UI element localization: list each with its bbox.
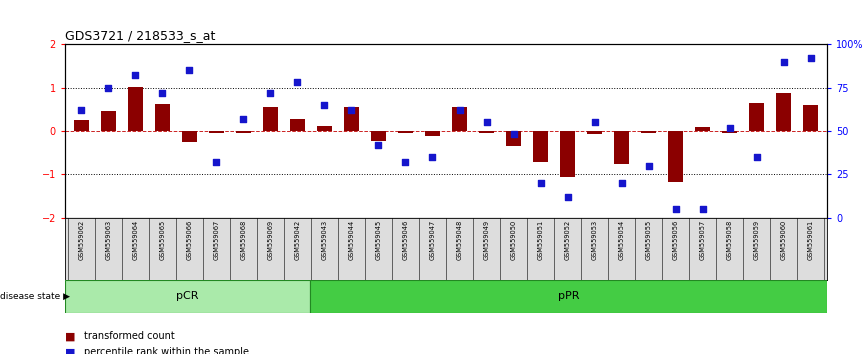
Bar xyxy=(722,131,737,133)
Text: GSM559057: GSM559057 xyxy=(700,219,706,260)
Text: GSM559068: GSM559068 xyxy=(240,219,246,260)
Bar xyxy=(398,131,413,133)
Point xyxy=(777,59,791,64)
Point xyxy=(588,120,602,125)
Text: GDS3721 / 218533_s_at: GDS3721 / 218533_s_at xyxy=(65,29,216,42)
Point xyxy=(183,67,197,73)
Text: GSM559058: GSM559058 xyxy=(727,219,733,260)
Point xyxy=(128,73,142,78)
Text: GSM559045: GSM559045 xyxy=(376,219,381,260)
Point xyxy=(210,159,223,165)
Point xyxy=(74,107,88,113)
Point xyxy=(669,206,682,212)
Bar xyxy=(263,107,278,131)
Bar xyxy=(317,126,332,131)
Point xyxy=(236,116,250,122)
Text: pPR: pPR xyxy=(558,291,579,302)
Point xyxy=(345,107,359,113)
Bar xyxy=(479,131,494,133)
Point xyxy=(750,154,764,160)
Text: GSM559055: GSM559055 xyxy=(646,219,652,260)
Text: GSM559069: GSM559069 xyxy=(268,219,274,260)
Text: pCR: pCR xyxy=(176,291,198,302)
Text: GSM559046: GSM559046 xyxy=(403,219,409,260)
Bar xyxy=(749,103,764,131)
Bar xyxy=(533,131,548,162)
Bar xyxy=(371,131,386,141)
Bar xyxy=(641,131,656,133)
Text: ■: ■ xyxy=(65,331,79,341)
Point xyxy=(560,194,574,200)
Point xyxy=(695,206,709,212)
Point xyxy=(372,142,385,148)
Text: GSM559052: GSM559052 xyxy=(565,219,571,260)
Text: GSM559056: GSM559056 xyxy=(673,219,679,260)
Point xyxy=(398,159,412,165)
Text: GSM559060: GSM559060 xyxy=(781,219,787,260)
Point xyxy=(723,125,737,130)
Bar xyxy=(344,107,359,131)
Point xyxy=(453,107,467,113)
Text: GSM559043: GSM559043 xyxy=(321,219,327,260)
Text: GSM559054: GSM559054 xyxy=(618,219,624,260)
Point xyxy=(318,102,332,108)
Text: GSM559063: GSM559063 xyxy=(105,219,111,260)
Text: GSM559066: GSM559066 xyxy=(186,219,192,260)
Bar xyxy=(587,131,602,135)
Text: disease state ▶: disease state ▶ xyxy=(0,292,70,301)
Bar xyxy=(155,104,170,131)
Text: GSM559059: GSM559059 xyxy=(753,219,759,260)
Text: GSM559065: GSM559065 xyxy=(159,219,165,260)
Text: GSM559044: GSM559044 xyxy=(348,219,354,260)
Bar xyxy=(100,112,116,131)
Bar xyxy=(209,131,223,133)
Bar xyxy=(425,131,440,136)
Bar xyxy=(669,131,683,182)
Bar xyxy=(506,131,521,146)
Bar xyxy=(310,280,827,313)
Bar xyxy=(65,280,310,313)
Point xyxy=(480,120,494,125)
Text: GSM559048: GSM559048 xyxy=(456,219,462,260)
Bar xyxy=(614,131,629,164)
Point xyxy=(642,163,656,169)
Text: GSM559042: GSM559042 xyxy=(294,219,301,260)
Point xyxy=(155,90,169,96)
Text: percentile rank within the sample: percentile rank within the sample xyxy=(84,347,249,354)
Text: GSM559061: GSM559061 xyxy=(808,219,814,260)
Bar xyxy=(236,131,251,133)
Bar xyxy=(776,93,792,131)
Text: GSM559047: GSM559047 xyxy=(430,219,436,260)
Bar xyxy=(695,127,710,131)
Bar xyxy=(128,87,143,131)
Text: GSM559062: GSM559062 xyxy=(78,219,84,260)
Bar xyxy=(452,107,467,131)
Point xyxy=(263,90,277,96)
Bar xyxy=(290,119,305,131)
Bar xyxy=(182,131,197,142)
Bar xyxy=(804,105,818,131)
Point xyxy=(425,154,439,160)
Point xyxy=(615,180,629,186)
Text: GSM559064: GSM559064 xyxy=(132,219,139,260)
Bar xyxy=(560,131,575,177)
Point xyxy=(101,85,115,91)
Text: GSM559051: GSM559051 xyxy=(538,219,544,260)
Text: GSM559053: GSM559053 xyxy=(591,219,598,260)
Bar xyxy=(74,120,88,131)
Point xyxy=(804,55,818,61)
Text: GSM559049: GSM559049 xyxy=(483,219,489,260)
Text: transformed count: transformed count xyxy=(84,331,175,341)
Text: GSM559050: GSM559050 xyxy=(511,219,516,260)
Point xyxy=(533,180,547,186)
Point xyxy=(507,132,520,137)
Point xyxy=(290,80,304,85)
Text: ■: ■ xyxy=(65,347,79,354)
Text: GSM559067: GSM559067 xyxy=(213,219,219,260)
